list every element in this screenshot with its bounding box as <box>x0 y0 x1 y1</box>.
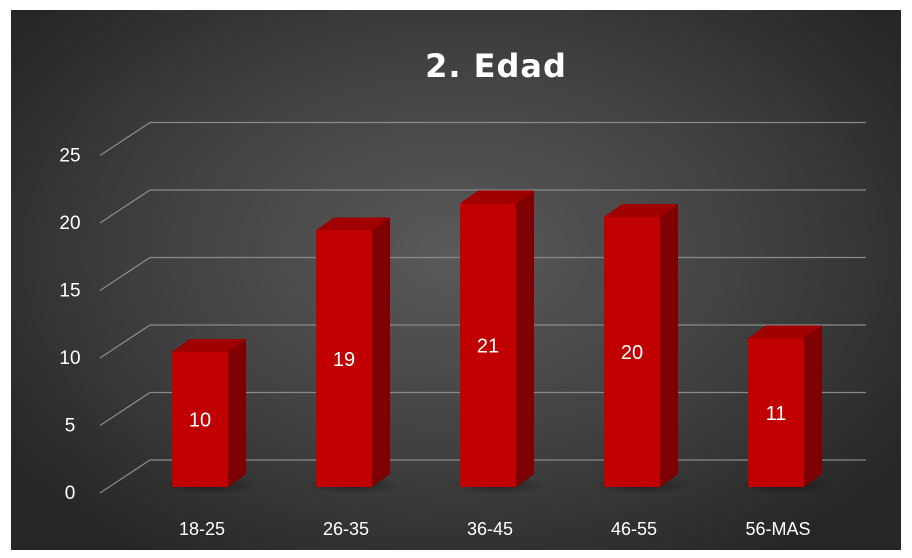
data-label: 19 <box>333 349 355 371</box>
data-label: 21 <box>477 335 499 357</box>
x-category-label: 26-35 <box>323 519 369 539</box>
x-category-label: 36-45 <box>467 519 513 539</box>
bar-front <box>316 230 372 487</box>
y-tick-label: 25 <box>59 146 80 167</box>
x-category-label: 46-55 <box>611 519 657 539</box>
data-label: 20 <box>621 342 643 364</box>
data-label: 10 <box>189 410 211 432</box>
gridlines <box>99 121 866 494</box>
bar-top <box>748 325 822 339</box>
bar-front <box>172 352 228 487</box>
bar: 20 <box>594 204 690 494</box>
y-tick-label: 20 <box>59 213 80 234</box>
bar-front <box>748 338 804 487</box>
bar-side <box>660 204 678 487</box>
y-tick-label: 10 <box>59 348 80 369</box>
bar-front <box>460 203 516 487</box>
bar-side <box>228 339 246 487</box>
gridline <box>99 121 866 157</box>
chart-title: 2. Edad <box>425 47 567 85</box>
bars: 10 19 21 20 11 <box>162 190 834 494</box>
bar-front <box>604 217 660 487</box>
bar-side <box>372 217 390 487</box>
x-category-label: 18-25 <box>179 519 225 539</box>
y-tick-label: 15 <box>59 281 80 302</box>
bar: 10 <box>162 339 258 494</box>
bar: 11 <box>738 325 834 494</box>
x-axis: 18-25 26-35 36-45 46-55 56-MAS <box>179 519 811 539</box>
bar-top <box>316 217 390 231</box>
y-tick-label: 0 <box>65 483 76 504</box>
bar-top <box>460 190 534 204</box>
bar-side <box>516 190 534 487</box>
data-label: 11 <box>766 403 787 425</box>
y-axis: 0 5 10 15 20 25 <box>59 146 80 505</box>
gridline <box>99 189 866 224</box>
bar-top <box>172 339 246 352</box>
bar: 19 <box>306 217 402 494</box>
bar: 21 <box>450 190 546 494</box>
y-tick-label: 5 <box>65 416 76 437</box>
x-category-label: 56-MAS <box>745 519 810 539</box>
bar-top <box>604 204 678 217</box>
bar-side <box>804 325 822 487</box>
